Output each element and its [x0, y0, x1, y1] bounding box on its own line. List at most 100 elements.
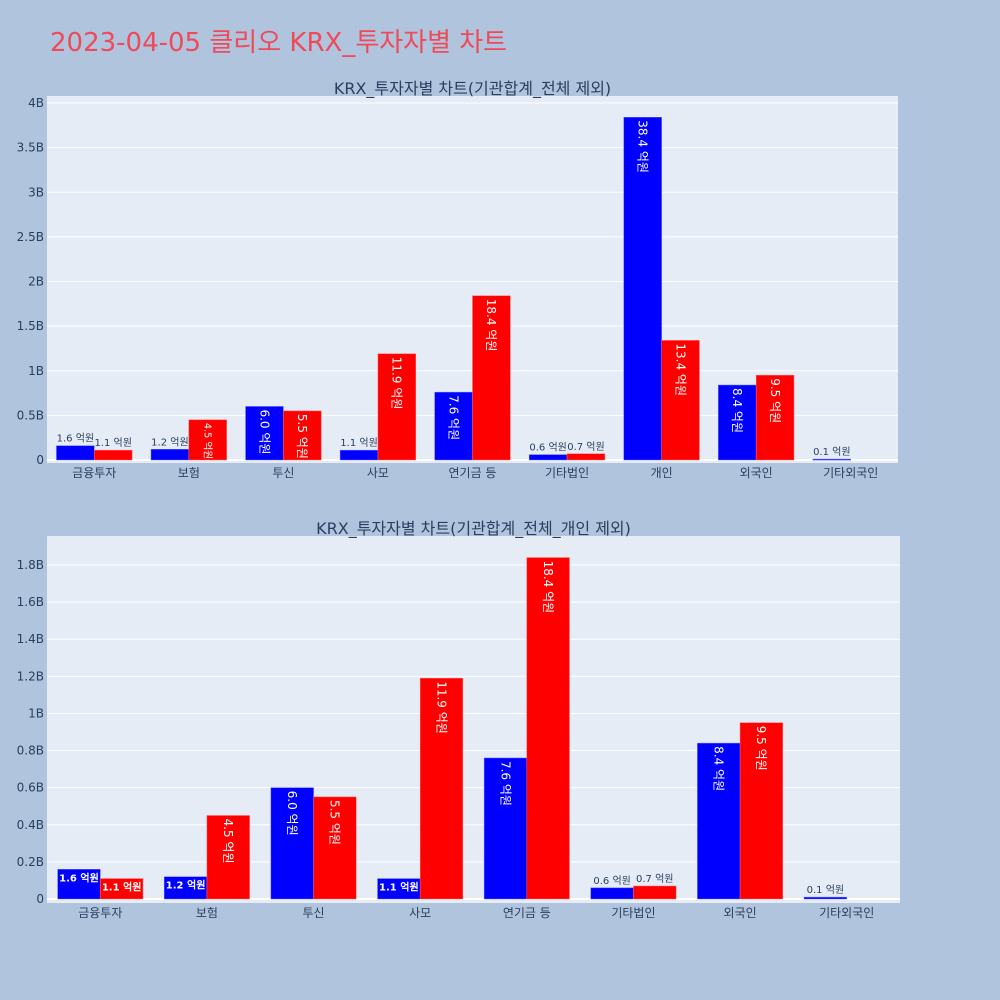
data-label: 6.0 억원 — [257, 409, 271, 454]
buy-bar — [419, 677, 464, 900]
y-tick-label: 0 — [36, 453, 44, 467]
buy-bar — [526, 557, 570, 900]
x-tick-label: 보험 — [196, 906, 218, 920]
data-label: 0.6 억원 — [529, 442, 566, 454]
sell-bar — [623, 117, 662, 461]
y-tick-label: 0.6B — [17, 781, 44, 795]
buy-bar — [755, 374, 795, 461]
sell-bar — [718, 384, 757, 461]
data-label: 18.4 억원 — [541, 561, 555, 614]
buy-bar — [313, 796, 357, 900]
y-tick-label: 1.5B — [17, 319, 44, 333]
buy-bar — [100, 878, 144, 900]
data-label: 11.9 억원 — [390, 357, 404, 410]
sell-bar — [56, 445, 95, 461]
data-label: 1.2 억원 — [166, 879, 206, 892]
x-tick-label: 기타법인 — [611, 906, 655, 920]
data-label: 0.7 억원 — [636, 873, 673, 885]
sell-bar — [339, 449, 379, 461]
y-tick-label: 2.5B — [17, 230, 44, 244]
x-tick-label: 투신 — [272, 466, 294, 480]
data-label: 0.1 억원 — [813, 446, 850, 458]
y-tick-label: 0.5B — [17, 408, 44, 422]
x-tick-label: 외국인 — [724, 906, 757, 920]
y-tick-label: 1.6B — [17, 595, 44, 609]
x-tick-label: 사모 — [367, 466, 389, 480]
page-title: 2023-04-05 클리오 KRX_투자자별 차트 — [50, 28, 508, 58]
sell-bar — [590, 887, 634, 900]
chart-title: KRX_투자자별 차트(기관합계_전체_개인 제외) — [316, 519, 631, 539]
buy-bar — [283, 410, 322, 461]
buy-bar — [566, 453, 606, 461]
x-tick-label: 보험 — [178, 466, 200, 480]
data-label: 6.0 억원 — [285, 791, 299, 836]
data-label: 0.1 억원 — [807, 884, 844, 896]
data-label: 7.6 억원 — [498, 761, 512, 806]
y-tick-label: 0.2B — [17, 855, 44, 869]
x-tick-label: 투신 — [303, 906, 325, 920]
x-tick-label: 기타법인 — [545, 466, 589, 480]
sell-bar — [528, 454, 568, 461]
chart-1: KRX_투자자별 차트(기관합계_전체 제외) 0 0.5B 1B 1.5B 2B 2.5B… — [17, 79, 898, 480]
data-label: 1.2 억원 — [151, 436, 188, 448]
buy-bar — [377, 353, 417, 461]
data-label: 1.6 억원 — [57, 433, 94, 445]
sell-bar — [57, 869, 101, 900]
y-tick-label: 2B — [28, 275, 44, 289]
y-tick-label: 3.5B — [17, 141, 44, 155]
buy-bar — [206, 815, 250, 900]
data-label: 8.4 억원 — [730, 388, 744, 433]
y-tick-label: 4B — [28, 96, 44, 110]
data-label: 0.6 억원 — [593, 875, 630, 887]
sell-bar — [697, 742, 741, 900]
sell-bar — [270, 787, 314, 900]
sell-bar — [812, 458, 851, 461]
data-label: 18.4 억원 — [484, 299, 498, 352]
sell-bar — [150, 449, 190, 461]
x-tick-label: 기타외국인 — [823, 466, 878, 480]
data-label: 9.5 억원 — [768, 378, 782, 423]
sell-bar — [483, 757, 528, 900]
data-label: 1.1 억원 — [94, 437, 131, 449]
buy-bar — [633, 885, 677, 900]
data-label: 7.6 억원 — [446, 395, 460, 440]
data-label: 1.1 억원 — [379, 881, 419, 894]
data-label: 5.5 억원 — [295, 414, 309, 459]
data-label: 11.9 억원 — [434, 681, 448, 734]
sell-bar — [434, 391, 473, 461]
x-tick-label: 금융투자 — [72, 466, 116, 480]
buy-bar — [188, 419, 227, 461]
y-tick-label: 1B — [28, 364, 44, 378]
y-tick-label: 3B — [28, 185, 44, 199]
buy-bar — [472, 295, 511, 461]
x-tick-label: 기타외국인 — [819, 906, 874, 920]
x-tick-label: 개인 — [651, 466, 673, 480]
data-label: 9.5 억원 — [754, 726, 768, 771]
y-tick-label: 0 — [36, 892, 44, 906]
buy-bar — [661, 340, 700, 461]
buy-bar — [94, 449, 133, 461]
x-tick-label: 사모 — [409, 906, 431, 920]
y-tick-label: 1B — [28, 706, 44, 720]
data-label: 1.1 억원 — [340, 437, 377, 449]
data-label: 1.1 억원 — [102, 881, 142, 894]
chart-title: KRX_투자자별 차트(기관합계_전체 제외) — [334, 79, 611, 99]
x-tick-label: 금융투자 — [78, 906, 122, 920]
data-label: 0.7 억원 — [567, 441, 604, 453]
data-label: 4.5 억원 — [221, 819, 235, 864]
x-tick-label: 연기금 등 — [503, 906, 551, 920]
data-label: 13.4 억원 — [673, 343, 687, 396]
y-tick-label: 1.8B — [17, 558, 44, 572]
data-label: 1.6 억원 — [59, 871, 99, 884]
y-tick-label: 1.2B — [17, 669, 44, 683]
x-tick-label: 연기금 등 — [449, 466, 497, 480]
x-tick-label: 외국인 — [740, 466, 773, 480]
chart-2: KRX_투자자별 차트(기관합계_전체_개인 제외) 0 0.2B 0.4B 0.6B 0… — [17, 519, 900, 920]
data-label: 8.4 억원 — [712, 746, 726, 791]
y-tick-label: 0.4B — [17, 818, 44, 832]
y-tick-label: 0.8B — [17, 744, 44, 758]
y-tick-label: 1.4B — [17, 632, 44, 646]
sell-bar — [803, 896, 847, 900]
data-label: 4.5 억원 — [201, 423, 213, 459]
